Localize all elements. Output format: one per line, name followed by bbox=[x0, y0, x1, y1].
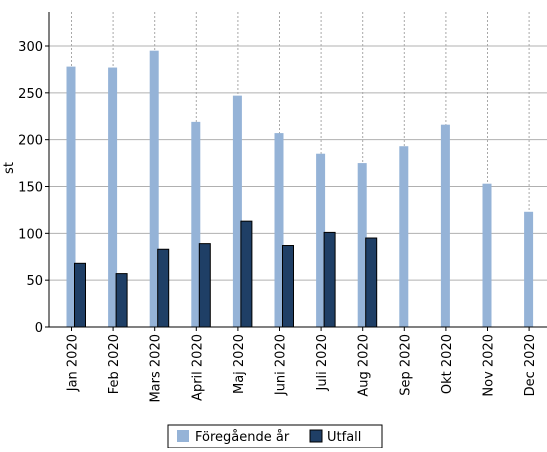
bar-previous-year bbox=[316, 153, 326, 327]
bar-previous-year bbox=[440, 124, 450, 328]
bar-previous-year bbox=[149, 50, 159, 327]
bar-previous-year bbox=[108, 67, 118, 327]
bar-outcome bbox=[198, 243, 211, 328]
legend: Föregående år Utfall bbox=[167, 424, 383, 449]
x-tick-label: Sep 2020 bbox=[398, 334, 413, 396]
x-tick-label: Jan 2020 bbox=[66, 334, 81, 392]
x-tick-label: April 2020 bbox=[190, 334, 205, 401]
bar-previous-year bbox=[357, 163, 367, 327]
bar-previous-year bbox=[482, 183, 492, 327]
y-tick-label: 50 bbox=[26, 274, 43, 289]
y-tick-label: 100 bbox=[18, 227, 43, 242]
legend-label-previous-year: Föregående år bbox=[195, 430, 290, 445]
bar-previous-year bbox=[399, 146, 409, 327]
bar-previous-year bbox=[524, 211, 534, 327]
y-tick-label: 0 bbox=[35, 321, 43, 336]
y-tick-label: 150 bbox=[18, 181, 43, 196]
y-tick-label: 250 bbox=[18, 87, 43, 102]
x-tick-label: Feb 2020 bbox=[107, 334, 122, 394]
x-tick-label: Okt 2020 bbox=[440, 334, 455, 394]
legend-swatch-outcome bbox=[309, 429, 323, 443]
axes: 0 50 100 150 200 250 300 Jan 2020 Feb 2020 Mars 2… bbox=[18, 12, 547, 403]
bar-previous-year bbox=[66, 66, 76, 328]
bar-previous-year bbox=[191, 121, 201, 328]
x-tick-label: Mars 2020 bbox=[149, 334, 164, 403]
bar-outcome bbox=[240, 220, 253, 328]
x-tick-label: Juli 2020 bbox=[315, 334, 330, 392]
bar-previous-year bbox=[274, 133, 284, 327]
bar-outcome bbox=[282, 245, 294, 328]
legend-label-outcome: Utfall bbox=[327, 430, 361, 445]
bars bbox=[66, 50, 534, 328]
bar-previous-year bbox=[232, 95, 242, 327]
y-tick-label: 300 bbox=[18, 40, 43, 55]
legend-swatch-previous-year bbox=[177, 430, 189, 442]
x-tick-label: Dec 2020 bbox=[523, 334, 538, 396]
bar-outcome bbox=[74, 262, 86, 328]
x-tick-label: Maj 2020 bbox=[232, 334, 247, 394]
x-tick-label: Aug 2020 bbox=[357, 334, 372, 397]
x-tick-label: Nov 2020 bbox=[482, 334, 497, 397]
y-axis-title: st bbox=[2, 162, 17, 174]
y-tick-label: 200 bbox=[18, 134, 43, 149]
bar-outcome bbox=[115, 273, 128, 328]
bar-outcome bbox=[365, 237, 378, 328]
x-tick-label: Juni 2020 bbox=[274, 334, 289, 396]
bar-outcome bbox=[157, 248, 170, 328]
bar-outcome bbox=[323, 231, 336, 328]
